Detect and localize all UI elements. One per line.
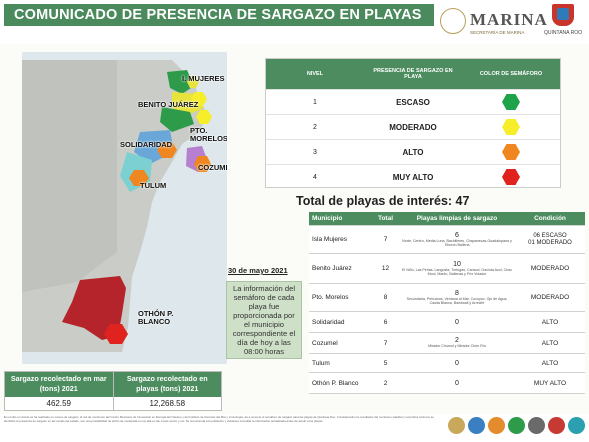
legend-presencia: MODERADO [389, 122, 437, 132]
map-label-puerto-morelos: PTO. MORELOS [190, 126, 227, 143]
legend-nivel: 1 [313, 98, 317, 106]
header: COMUNICADO DE PRESENCIA DE SARGAZO EN PL… [0, 0, 589, 44]
legend-header-color: COLOR DE SEMÁFORO [479, 71, 543, 77]
legend-row: 2 MODERADO [266, 114, 560, 139]
table-row: Othón P. Blanco 2 0 MUY ALTO [309, 373, 585, 394]
stat-value: 12,268.58 [113, 397, 221, 410]
info-note: La información del semáforo de cada play… [226, 281, 302, 359]
legend-presencia: ESCASO [396, 97, 430, 107]
table-row: Isla Mujeres 7 6 Norte, Centro, Media Lun… [309, 226, 585, 254]
table-header: Municipio Total Playas limpias de sargaz… [309, 212, 585, 226]
partner-logos [448, 417, 585, 434]
municipality-table: Municipio Total Playas limpias de sargaz… [309, 212, 585, 394]
yellow-hexagon-icon [502, 119, 520, 135]
legend-nivel: 4 [313, 173, 317, 181]
table-row: Cozumel 7 2 Mirador Chumul y Mirador Chen… [309, 333, 585, 354]
legend-presencia: ALTO [402, 147, 424, 157]
report-date: 30 de mayo 2021 [228, 266, 288, 275]
legend-row: 3 ALTO [266, 139, 560, 164]
state-label: QUINTANA ROO [544, 30, 582, 36]
page-title: COMUNICADO DE PRESENCIA DE SARGAZO EN PL… [4, 4, 434, 26]
stat-label: Sargazo recolectado en mar (tons) 2021 [5, 372, 113, 397]
table-row: Solidaridad 6 0 ALTO [309, 312, 585, 333]
collection-stats: Sargazo recolectado en mar (tons) 2021 4… [4, 371, 222, 411]
map-label-benito-juarez: BENITO JUÁREZ [138, 100, 199, 109]
stat-label: Sargazo recolectado en playas (tons) 202… [113, 372, 221, 397]
partner-logo-icon [508, 417, 525, 434]
partner-logo-icon [468, 417, 485, 434]
legend-presencia: MUY ALTO [392, 172, 434, 182]
stat-beaches: Sargazo recolectado en playas (tons) 202… [112, 372, 221, 410]
red-hexagon-icon [502, 169, 520, 185]
marina-subtitle: SECRETARÍA DE MARINA [470, 30, 525, 35]
legend-nivel: 3 [313, 148, 317, 156]
map-label-solidaridad: SOLIDARIDAD [120, 140, 173, 149]
legend-header-presencia: PRESENCIA DE SARGAZO EN PLAYA [373, 68, 453, 80]
marina-logo: MARINA SECRETARÍA DE MARINA [440, 6, 547, 40]
semaphore-legend: NIVEL PRESENCIA DE SARGAZO EN PLAYA COLO… [265, 58, 561, 188]
quintana-roo-logo: QUINTANA ROO [540, 4, 586, 44]
table-row: Tulum 5 0 ALTO [309, 354, 585, 373]
column-header-playas: Playas limpias de sargazo [416, 215, 498, 222]
marina-name: MARINA [470, 10, 548, 29]
partner-logo-icon [448, 417, 465, 434]
orange-hexagon-icon [502, 144, 520, 160]
stat-sea: Sargazo recolectado en mar (tons) 2021 4… [5, 372, 113, 410]
marina-seal-icon [440, 8, 466, 34]
legend-header-nivel: NIVEL [306, 71, 324, 77]
column-header-municipio: Municipio [312, 215, 343, 222]
legend-header: NIVEL PRESENCIA DE SARGAZO EN PLAYA COLO… [266, 59, 560, 89]
partner-logo-icon [548, 417, 565, 434]
quintana-roo-map: I. MUJERES BENITO JUÁREZ PTO. MORELOS SO… [22, 52, 227, 364]
table-row: Pto. Morelos 8 8 Secundaria, Pelícanos, V… [309, 284, 585, 312]
total-beaches-heading: Total de playas de interés: 47 [296, 194, 470, 208]
footer-disclaimer: En el sitio en donde se ha realizado un … [4, 416, 434, 423]
partner-logo-icon [528, 417, 545, 434]
partner-logo-icon [568, 417, 585, 434]
footer: En el sitio en donde se ha realizado un … [0, 414, 589, 442]
column-header-condicion: Condición [534, 215, 566, 222]
state-shield-icon [552, 4, 574, 26]
map-graphic [22, 52, 227, 364]
map-label-tulum: TULUM [140, 181, 167, 190]
column-header-total: Total [377, 215, 394, 222]
stat-value: 462.59 [5, 397, 113, 410]
legend-nivel: 2 [313, 123, 317, 131]
map-label-othon-p-blanco: OTHÓN P. BLANCO [138, 309, 174, 326]
legend-row: 1 ESCASO [266, 89, 560, 114]
green-hexagon-icon [502, 94, 520, 110]
partner-logo-icon [488, 417, 505, 434]
legend-row: 4 MUY ALTO [266, 164, 560, 189]
map-label-isla-mujeres: I. MUJERES [182, 74, 225, 83]
table-row: Benito Juárez 12 10 El Niño, Las Perlas, … [309, 254, 585, 284]
map-label-cozumel: COZUMEL [198, 163, 227, 172]
